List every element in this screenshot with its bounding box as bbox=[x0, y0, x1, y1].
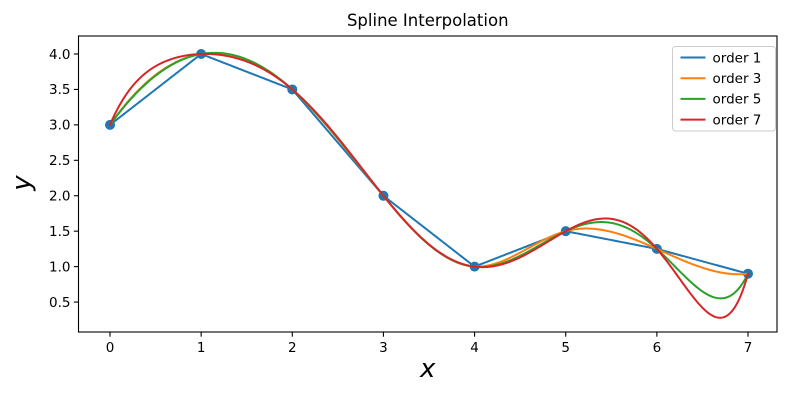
x-tick-label: 4 bbox=[470, 340, 479, 356]
legend-frame bbox=[672, 46, 776, 132]
y-tick-label: 3.0 bbox=[49, 118, 70, 134]
x-tick-label: 5 bbox=[561, 340, 570, 356]
y-tick-label: 3.5 bbox=[49, 82, 70, 98]
curve-order-5 bbox=[109, 51, 750, 300]
legend-label-order-5: order 5 bbox=[713, 92, 762, 108]
x-tick-label: 7 bbox=[744, 340, 753, 356]
legend-label-order-7: order 7 bbox=[713, 112, 762, 128]
y-tick-label: 1.5 bbox=[49, 224, 70, 240]
axes-frame bbox=[77, 35, 778, 333]
legend-label-order-1: order 1 bbox=[713, 50, 762, 66]
x-axis-ticks: 0 1 2 3 4 5 6 7 bbox=[106, 332, 753, 356]
x-tick-label: 1 bbox=[197, 340, 206, 356]
legend: order 1 order 3 order 5 order 7 bbox=[672, 46, 776, 132]
y-tick-label: 2.5 bbox=[49, 153, 70, 169]
plot-frame bbox=[77, 35, 778, 333]
legend-label-order-3: order 3 bbox=[713, 71, 762, 87]
y-tick-label: 1.0 bbox=[49, 259, 70, 275]
x-tick-label: 3 bbox=[379, 340, 388, 356]
x-tick-label: 0 bbox=[106, 340, 115, 356]
y-tick-label: 4.0 bbox=[49, 47, 70, 63]
curve-order-3 bbox=[109, 52, 750, 276]
curve-order-7 bbox=[109, 52, 750, 319]
y-tick-label: 0.5 bbox=[49, 295, 70, 311]
x-tick-label: 2 bbox=[288, 340, 297, 356]
x-tick-label: 6 bbox=[653, 340, 662, 356]
spline-curves bbox=[109, 51, 750, 319]
y-tick-label: 2.0 bbox=[49, 189, 70, 205]
x-axis-label: x bbox=[419, 354, 436, 384]
y-axis-label: y bbox=[7, 175, 37, 192]
chart-title: Spline Interpolation bbox=[347, 11, 509, 30]
y-axis-ticks: 0.5 1.0 1.5 2.0 2.5 3.0 3.5 4.0 bbox=[49, 47, 79, 311]
curve-order-1 bbox=[109, 53, 750, 275]
